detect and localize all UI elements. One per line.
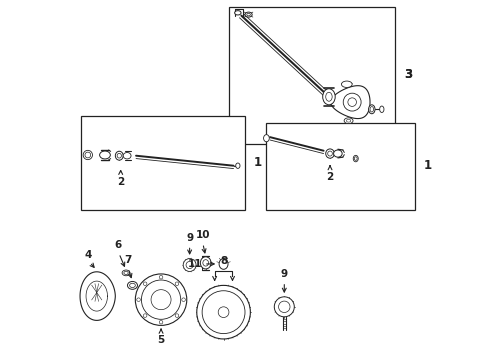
Ellipse shape bbox=[380, 106, 384, 112]
Ellipse shape bbox=[203, 260, 209, 266]
Ellipse shape bbox=[344, 118, 353, 123]
Circle shape bbox=[159, 320, 163, 324]
Ellipse shape bbox=[354, 157, 357, 160]
Circle shape bbox=[182, 298, 185, 301]
Text: 8: 8 bbox=[220, 256, 227, 266]
Ellipse shape bbox=[123, 153, 131, 159]
Ellipse shape bbox=[127, 282, 138, 289]
Ellipse shape bbox=[219, 258, 228, 269]
Ellipse shape bbox=[264, 135, 270, 142]
Text: 7: 7 bbox=[124, 255, 132, 265]
Polygon shape bbox=[80, 272, 115, 320]
Ellipse shape bbox=[200, 257, 211, 269]
Ellipse shape bbox=[346, 119, 351, 122]
Text: 10: 10 bbox=[196, 230, 210, 240]
Ellipse shape bbox=[334, 150, 342, 157]
Ellipse shape bbox=[99, 151, 110, 159]
Circle shape bbox=[144, 314, 147, 318]
Ellipse shape bbox=[124, 271, 128, 274]
Circle shape bbox=[175, 282, 179, 285]
Text: 11: 11 bbox=[188, 259, 202, 269]
Ellipse shape bbox=[117, 153, 122, 158]
Bar bbox=[267, 123, 415, 210]
Circle shape bbox=[218, 307, 229, 318]
Circle shape bbox=[151, 290, 171, 310]
Polygon shape bbox=[331, 86, 370, 118]
Circle shape bbox=[202, 291, 245, 334]
Ellipse shape bbox=[115, 151, 123, 160]
Ellipse shape bbox=[235, 11, 241, 15]
Ellipse shape bbox=[353, 156, 358, 162]
Circle shape bbox=[186, 261, 193, 269]
Text: 3: 3 bbox=[404, 68, 412, 81]
Circle shape bbox=[159, 275, 163, 279]
Ellipse shape bbox=[368, 105, 375, 114]
Ellipse shape bbox=[236, 163, 240, 168]
Text: 6: 6 bbox=[115, 240, 122, 250]
Circle shape bbox=[142, 280, 181, 319]
Text: 9: 9 bbox=[281, 269, 288, 279]
Ellipse shape bbox=[247, 13, 250, 16]
Text: 2: 2 bbox=[117, 177, 124, 188]
Circle shape bbox=[135, 274, 187, 325]
Ellipse shape bbox=[323, 89, 335, 105]
Text: 4: 4 bbox=[84, 250, 92, 260]
Ellipse shape bbox=[370, 107, 373, 112]
Ellipse shape bbox=[245, 12, 252, 17]
Circle shape bbox=[348, 98, 356, 107]
Circle shape bbox=[175, 314, 179, 318]
Ellipse shape bbox=[122, 270, 130, 276]
Circle shape bbox=[274, 297, 294, 317]
Text: 2: 2 bbox=[326, 172, 334, 182]
Text: 9: 9 bbox=[186, 233, 193, 243]
Circle shape bbox=[144, 282, 147, 285]
Bar bbox=[81, 116, 245, 210]
Text: 5: 5 bbox=[157, 336, 165, 345]
Circle shape bbox=[83, 150, 93, 159]
Bar bbox=[229, 7, 395, 144]
Text: 1: 1 bbox=[424, 159, 432, 172]
Circle shape bbox=[85, 152, 91, 158]
Circle shape bbox=[279, 301, 290, 312]
Circle shape bbox=[137, 298, 140, 301]
Circle shape bbox=[197, 285, 250, 339]
Ellipse shape bbox=[130, 283, 135, 288]
Ellipse shape bbox=[342, 81, 352, 87]
Ellipse shape bbox=[326, 149, 334, 158]
Ellipse shape bbox=[328, 151, 332, 156]
Circle shape bbox=[343, 93, 361, 111]
Circle shape bbox=[183, 258, 196, 271]
Ellipse shape bbox=[326, 92, 332, 101]
Text: 3: 3 bbox=[404, 68, 412, 81]
Text: 1: 1 bbox=[254, 156, 262, 168]
